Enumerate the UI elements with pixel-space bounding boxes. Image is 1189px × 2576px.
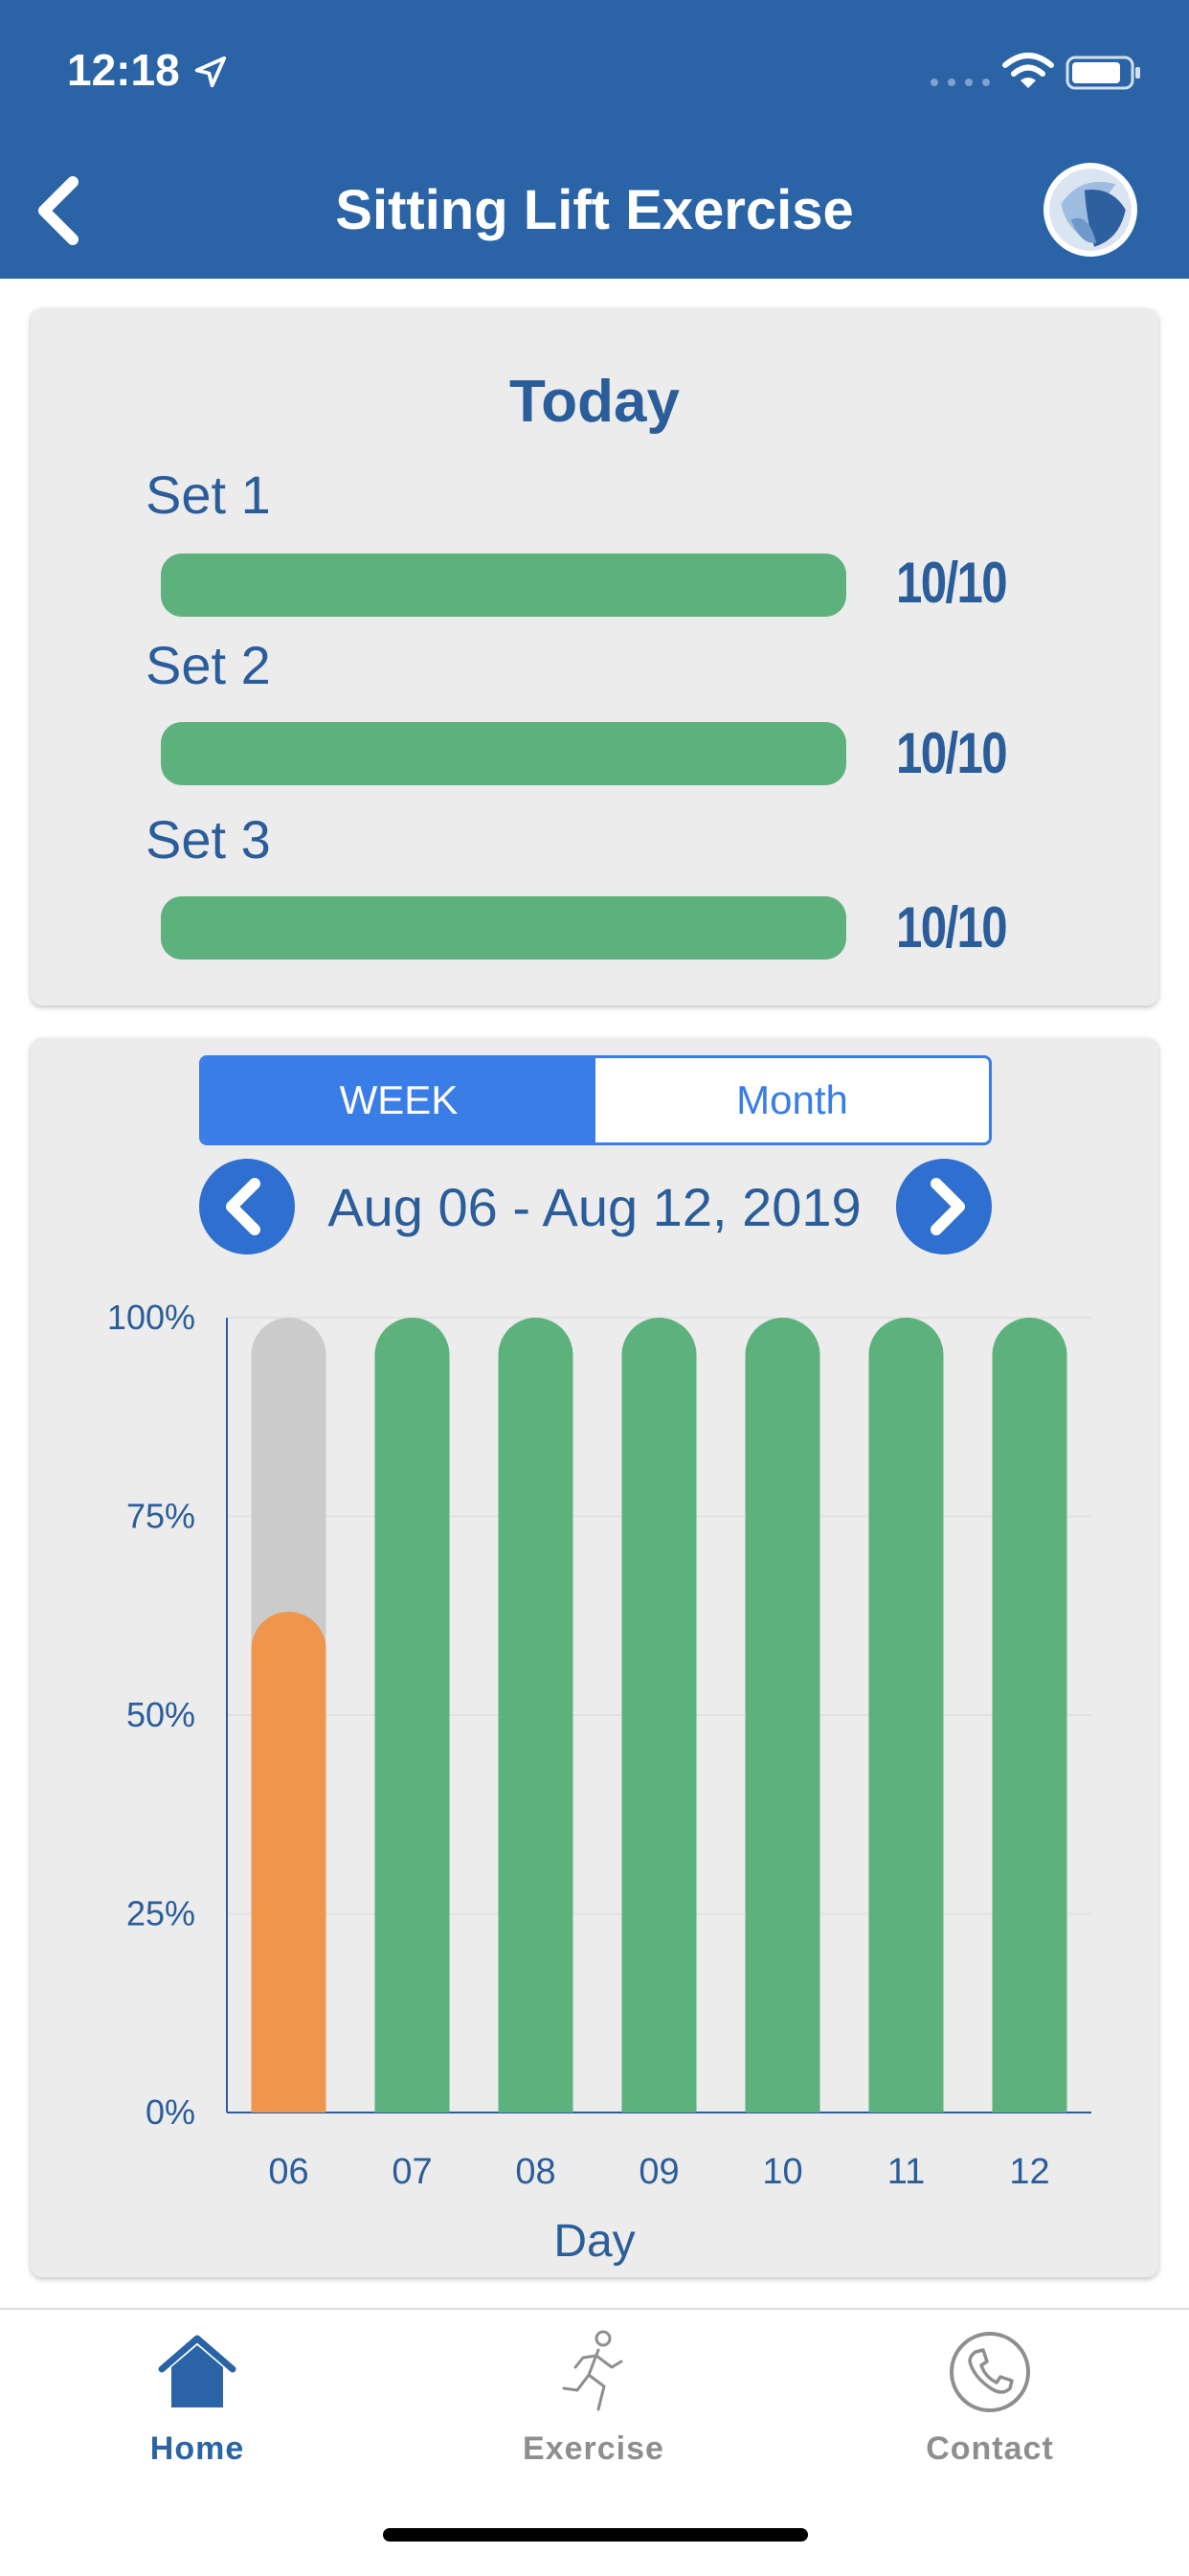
y-tick-label: 50% (126, 1695, 195, 1734)
set-2-progress-bar (161, 722, 846, 785)
x-tick-label: 12 (1009, 2152, 1049, 2192)
previous-week-button[interactable] (199, 1159, 295, 1254)
tab-exercise[interactable]: Exercise (450, 2310, 737, 2501)
set-2-label: Set 2 (146, 635, 271, 695)
tab-home-label: Home (149, 2430, 245, 2467)
location-arrow-icon (194, 56, 227, 88)
x-axis-label: Day (553, 2216, 635, 2267)
bar-10 (745, 1318, 820, 2113)
date-range: Aug 06 - Aug 12, 2019 (327, 1177, 862, 1237)
app-logo-icon[interactable] (1042, 161, 1139, 259)
history-card: WEEK Month Aug 06 - Aug 12, 2019 0% 25% 50… (31, 1038, 1158, 2277)
bar-07 (374, 1318, 450, 2113)
set-1-progress-bar (161, 554, 846, 617)
phone-icon (950, 2332, 1030, 2412)
x-tick-label: 09 (639, 2152, 679, 2192)
completion-bar-chart: 0% 25% 50% 75% 100% 06 07 08 09 10 11 12 Day (107, 1298, 1091, 2267)
x-tick-label: 10 (762, 2152, 802, 2192)
today-card: Today Set 1 10/10 Set 2 10/10 Set 3 10/1… (31, 308, 1158, 1006)
y-tick-label: 0% (146, 2092, 195, 2132)
home-indicator (383, 2528, 808, 2542)
app-header: 12:18 Sitting Lift Exercise (0, 0, 1189, 279)
tab-exercise-label: Exercise (523, 2430, 664, 2467)
x-tick-label: 11 (887, 2152, 925, 2192)
chevron-right-icon (931, 1178, 965, 1235)
period-segmented-control: WEEK Month (199, 1055, 992, 1145)
battery-icon (1066, 56, 1140, 90)
home-icon (158, 2335, 236, 2407)
x-tick-label: 07 (392, 2152, 432, 2192)
set-1-label: Set 1 (146, 464, 271, 525)
tab-month[interactable]: Month (595, 1058, 989, 1142)
bar-12 (992, 1318, 1067, 2113)
today-title: Today (509, 369, 680, 435)
bar-08 (498, 1318, 573, 2113)
tab-week[interactable]: WEEK (202, 1058, 595, 1142)
tab-contact-label: Contact (926, 2430, 1054, 2467)
back-button[interactable] (31, 172, 88, 249)
chevron-left-icon (226, 1178, 260, 1235)
x-tick-label: 08 (515, 2152, 555, 2192)
tab-contact[interactable]: Contact (846, 2310, 1133, 2501)
y-tick-label: 25% (126, 1894, 195, 1933)
cellular-signal-icon (931, 79, 990, 86)
set-2-value: 10/10 (896, 721, 1008, 785)
bar-06 (251, 1612, 326, 2113)
next-week-button[interactable] (896, 1159, 992, 1254)
wifi-icon (1002, 53, 1054, 88)
page-title: Sitting Lift Exercise (335, 179, 854, 241)
running-person-icon (562, 2330, 623, 2411)
y-tick-label: 75% (126, 1497, 195, 1536)
x-tick-label: 06 (268, 2152, 308, 2192)
set-3-progress-bar (161, 896, 846, 960)
set-3-label: Set 3 (146, 809, 271, 870)
set-1-value: 10/10 (896, 551, 1008, 615)
bar-09 (621, 1318, 697, 2113)
y-tick-label: 100% (107, 1298, 195, 1337)
status-time: 12:18 (67, 45, 180, 95)
bar-11 (868, 1318, 944, 2113)
set-3-value: 10/10 (896, 895, 1008, 960)
tab-home[interactable]: Home (54, 2310, 341, 2501)
